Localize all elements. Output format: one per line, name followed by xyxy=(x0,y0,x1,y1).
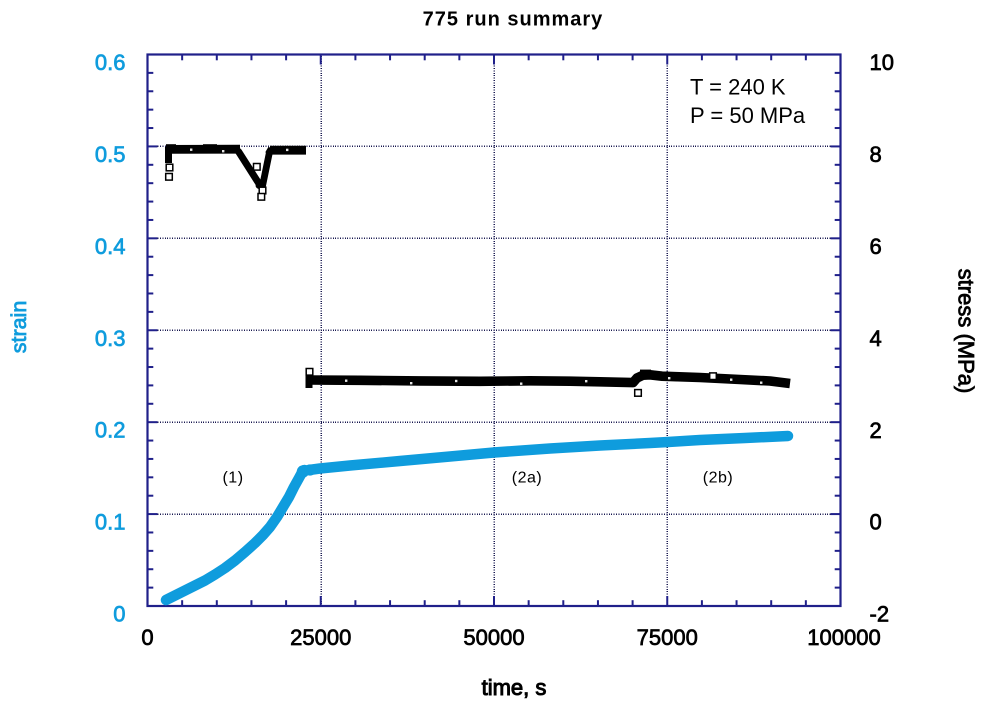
svg-text:0.2: 0.2 xyxy=(95,418,126,443)
svg-text:(2a): (2a) xyxy=(512,469,542,486)
svg-text:10: 10 xyxy=(870,50,894,75)
svg-text:0.5: 0.5 xyxy=(95,142,126,167)
svg-text:100000: 100000 xyxy=(807,625,880,650)
svg-text:time, s: time, s xyxy=(482,675,547,700)
svg-text:P = 50 MPa: P = 50 MPa xyxy=(690,103,806,128)
svg-text:0.4: 0.4 xyxy=(95,234,126,259)
svg-text:8: 8 xyxy=(870,142,882,167)
svg-text:775 run summary: 775 run summary xyxy=(423,9,604,31)
svg-text:4: 4 xyxy=(870,326,882,351)
svg-text:T = 240 K: T = 240 K xyxy=(690,75,786,100)
svg-text:(2b): (2b) xyxy=(703,469,733,486)
svg-text:0.6: 0.6 xyxy=(95,50,126,75)
svg-text:75000: 75000 xyxy=(637,625,698,650)
svg-text:(1): (1) xyxy=(222,469,243,486)
svg-text:0: 0 xyxy=(113,602,125,627)
svg-text:stress (MPa): stress (MPa) xyxy=(954,269,979,394)
svg-text:25000: 25000 xyxy=(290,625,351,650)
svg-text:-2: -2 xyxy=(870,602,890,627)
svg-text:2: 2 xyxy=(870,418,882,443)
svg-text:50000: 50000 xyxy=(463,625,524,650)
svg-text:0: 0 xyxy=(870,510,882,535)
svg-text:6: 6 xyxy=(870,234,882,259)
svg-text:0.3: 0.3 xyxy=(95,326,126,351)
svg-text:0: 0 xyxy=(141,625,153,650)
svg-text:strain: strain xyxy=(7,301,31,354)
svg-text:0.1: 0.1 xyxy=(95,510,126,535)
